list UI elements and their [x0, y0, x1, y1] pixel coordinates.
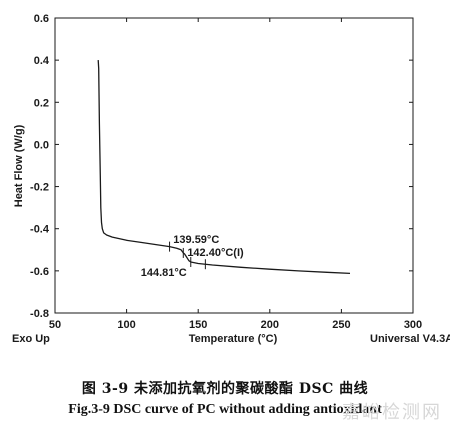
figure-caption-chinese: 图 3-9 未添加抗氧剂的聚碳酸酯 DSC 曲线: [81, 381, 369, 397]
x-tick-label: 250: [332, 319, 350, 331]
dsc-chart: 0.6 0.4 0.2 0.0 -0.2 -0.4 -0.6 -0.850 100 150 200 2…: [12, 13, 450, 345]
exo-up-label: Exo Up: [12, 333, 50, 345]
x-axis-label: Temperature (°C): [189, 333, 278, 345]
x-tick-label: 300: [404, 319, 422, 331]
y-axis-label: Heat Flow (W/g): [13, 124, 25, 207]
y-tick-label: -0.4: [30, 224, 50, 236]
annotation-label: 144.81°C: [141, 267, 187, 279]
figure-caption-english: Fig.3-9 DSC curve of PC without adding a…: [68, 402, 382, 417]
data-layer: [97, 60, 351, 275]
plot-frame: [54, 17, 414, 314]
software-version-label: Universal V4.3A: [370, 333, 450, 345]
watermark: 嘉峪检测网: [342, 402, 442, 423]
y-tick-label: 0.2: [34, 97, 49, 109]
y-tick-label: 0.4: [34, 55, 50, 67]
annotation-label: 139.59°C: [173, 234, 219, 246]
tick-layer: 0.6 0.4 0.2 0.0 -0.2 -0.4 -0.6 -0.850 100 150 200 2…: [30, 13, 422, 331]
x-tick-label: 150: [189, 319, 207, 331]
x-tick-label: 50: [49, 319, 61, 331]
y-tick-label: -0.8: [30, 308, 49, 320]
plot-axes: [54, 17, 414, 314]
annotation-label: 142.40°C(I): [187, 247, 244, 259]
y-tick-label: -0.6: [30, 266, 49, 278]
y-tick-label: 0.0: [34, 139, 49, 151]
dsc-curve: [97, 60, 351, 275]
y-tick-label: 0.6: [34, 13, 49, 25]
x-tick-label: 100: [117, 319, 135, 331]
y-tick-label: -0.2: [30, 182, 49, 194]
x-tick-label: 200: [261, 319, 279, 331]
